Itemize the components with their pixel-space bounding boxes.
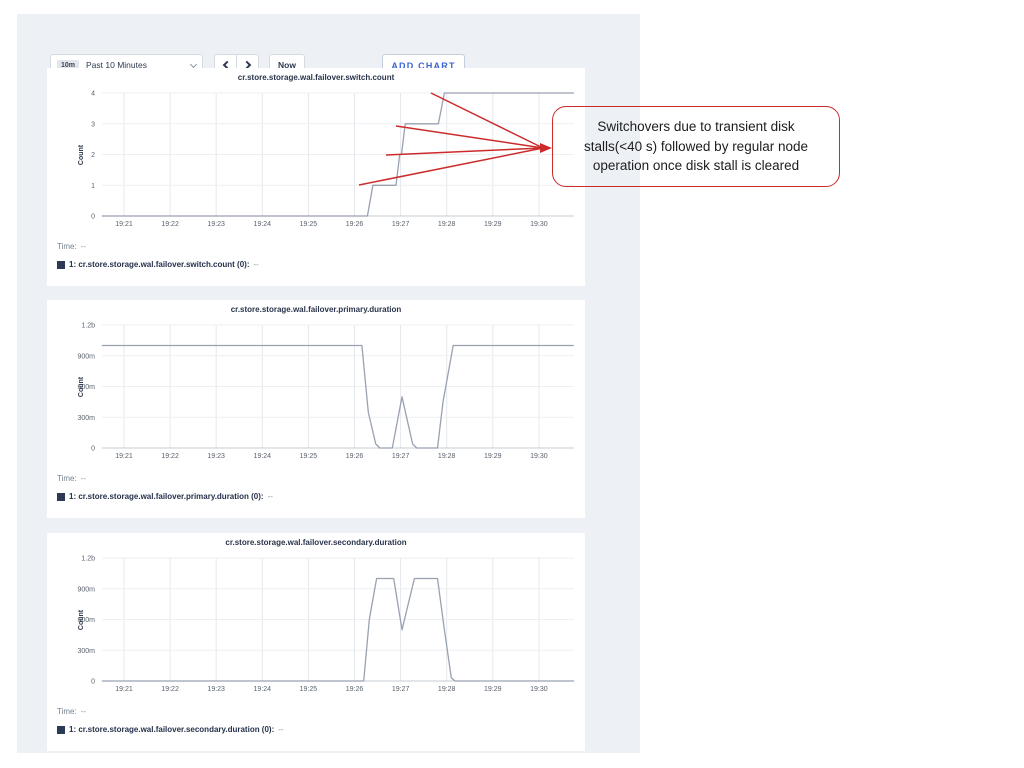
- svg-text:600m: 600m: [77, 617, 95, 624]
- dropdown-caret-icon: [189, 60, 198, 68]
- chart-card-primary-duration: 19:21 19:22 19:23 19:24 19:25 19:26 19:27 19:28…: [47, 300, 585, 518]
- series-swatch-icon: [57, 260, 65, 269]
- chart-title: cr.store.storage.wal.failover.secondary.…: [225, 538, 407, 547]
- svg-text:300m: 300m: [77, 415, 95, 422]
- svg-text:19:24: 19:24: [254, 221, 272, 228]
- svg-text:19:22: 19:22: [161, 221, 179, 228]
- chart-canvas-secondary-duration[interactable]: 19:21 19:22 19:23 19:24 19:25 19:26 19:27 19:28…: [47, 533, 585, 703]
- chart-title: cr.store.storage.wal.failover.primary.du…: [230, 305, 402, 314]
- legend-time-row: Time: --: [57, 242, 87, 251]
- svg-text:1.2b: 1.2b: [81, 323, 95, 330]
- legend-series-row[interactable]: 1: cr.store.storage.wal.failover.seconda…: [57, 725, 284, 734]
- svg-text:Count: Count: [78, 609, 85, 630]
- chart-card-switch-count: 19:21 19:22 19:23 19:24 19:25 19:26 19:27 19:28…: [47, 68, 585, 286]
- svg-text:19:25: 19:25: [300, 453, 318, 460]
- legend-time-row: Time: --: [57, 474, 87, 483]
- svg-text:19:23: 19:23: [207, 686, 225, 693]
- svg-text:19:30: 19:30: [530, 221, 548, 228]
- svg-text:0: 0: [91, 679, 95, 686]
- svg-text:19:21: 19:21: [115, 686, 133, 693]
- metrics-panel: 10m Past 10 Minutes Now ADD CHART 19:21 1…: [17, 14, 640, 753]
- legend-series-row[interactable]: 1: cr.store.storage.wal.failover.switch.…: [57, 260, 259, 269]
- legend-time-row: Time: --: [57, 707, 87, 716]
- svg-text:19:29: 19:29: [484, 453, 502, 460]
- svg-text:600m: 600m: [77, 384, 95, 391]
- svg-text:900m: 900m: [77, 353, 95, 360]
- svg-text:19:24: 19:24: [254, 453, 272, 460]
- svg-text:19:22: 19:22: [161, 453, 179, 460]
- svg-text:3: 3: [91, 121, 95, 128]
- svg-text:19:26: 19:26: [346, 221, 364, 228]
- svg-text:900m: 900m: [77, 586, 95, 593]
- svg-text:19:24: 19:24: [254, 686, 272, 693]
- annotation-callout: Switchovers due to transient disk stalls…: [552, 106, 840, 187]
- svg-text:19:29: 19:29: [484, 686, 502, 693]
- time-range-badge: 10m: [57, 59, 80, 71]
- svg-text:19:25: 19:25: [300, 221, 318, 228]
- chart-canvas-switch-count[interactable]: 19:21 19:22 19:23 19:24 19:25 19:26 19:27 19:28…: [47, 68, 585, 238]
- series-swatch-icon: [57, 492, 65, 501]
- chart-title: cr.store.storage.wal.failover.switch.cou…: [237, 73, 395, 82]
- chart-canvas-primary-duration[interactable]: 19:21 19:22 19:23 19:24 19:25 19:26 19:27 19:28…: [47, 300, 585, 470]
- svg-text:19:21: 19:21: [115, 221, 133, 228]
- svg-text:1: 1: [91, 183, 95, 190]
- svg-text:19:25: 19:25: [300, 686, 318, 693]
- svg-text:19:30: 19:30: [530, 686, 548, 693]
- svg-text:0: 0: [91, 446, 95, 453]
- svg-text:19:26: 19:26: [346, 686, 364, 693]
- svg-text:19:23: 19:23: [207, 453, 225, 460]
- svg-text:4: 4: [91, 91, 95, 98]
- svg-text:19:23: 19:23: [207, 221, 225, 228]
- svg-text:0: 0: [91, 214, 95, 221]
- svg-text:19:26: 19:26: [346, 453, 364, 460]
- svg-text:19:28: 19:28: [438, 221, 456, 228]
- svg-text:19:28: 19:28: [438, 453, 456, 460]
- svg-text:19:21: 19:21: [115, 453, 133, 460]
- svg-text:19:27: 19:27: [392, 686, 410, 693]
- svg-text:Count: Count: [78, 376, 85, 397]
- svg-text:300m: 300m: [77, 648, 95, 655]
- svg-text:Count: Count: [78, 144, 85, 165]
- time-range-label: Past 10 Minutes: [86, 60, 147, 70]
- svg-text:19:27: 19:27: [392, 453, 410, 460]
- series-swatch-icon: [57, 725, 65, 734]
- svg-text:19:27: 19:27: [392, 221, 410, 228]
- legend-series-row[interactable]: 1: cr.store.storage.wal.failover.primary…: [57, 492, 273, 501]
- svg-text:1.2b: 1.2b: [81, 556, 95, 563]
- svg-text:19:28: 19:28: [438, 686, 456, 693]
- svg-text:19:22: 19:22: [161, 686, 179, 693]
- chart-card-secondary-duration: 19:21 19:22 19:23 19:24 19:25 19:26 19:27 19:28…: [47, 533, 585, 751]
- svg-text:19:29: 19:29: [484, 221, 502, 228]
- svg-text:2: 2: [91, 152, 95, 159]
- svg-text:19:30: 19:30: [530, 453, 548, 460]
